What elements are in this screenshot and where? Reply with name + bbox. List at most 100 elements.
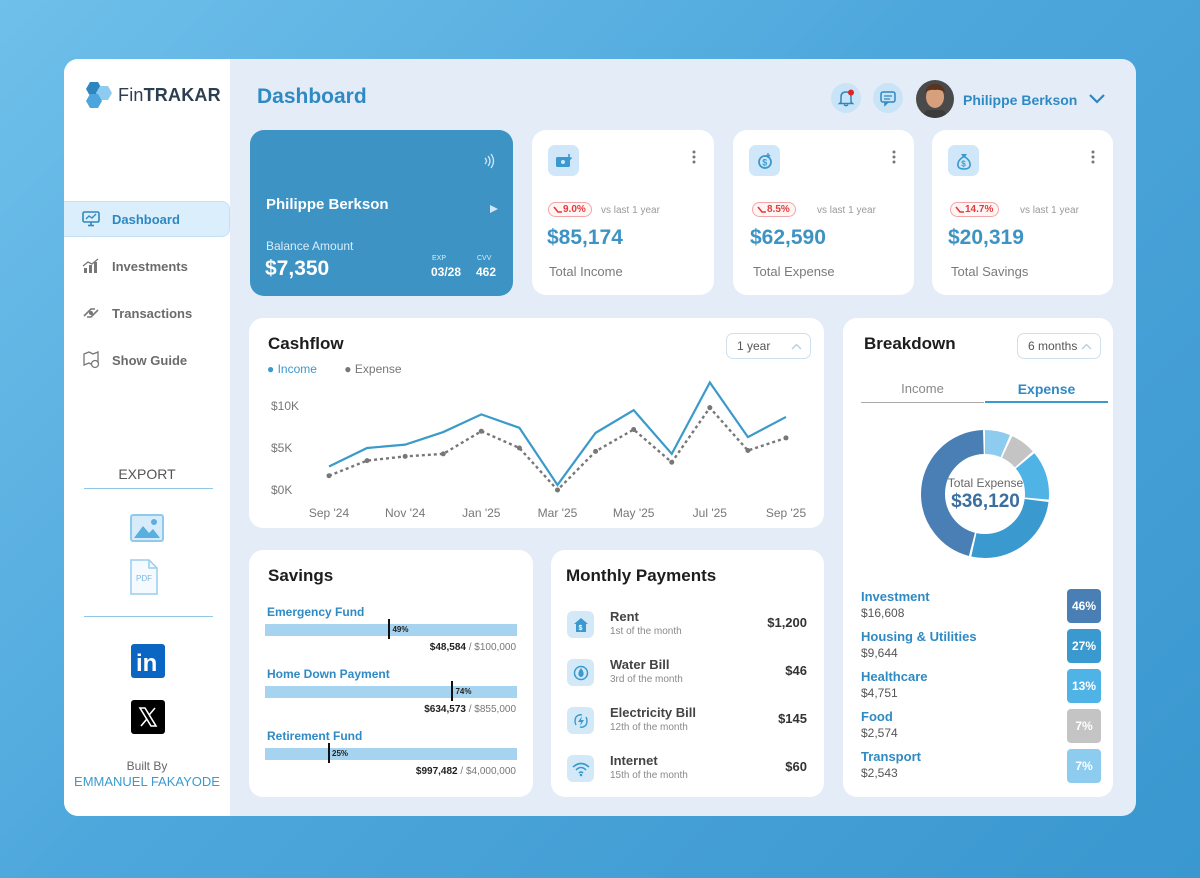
- breakdown-percent-badge: 7%: [1067, 749, 1101, 783]
- sidebar-item-show-guide[interactable]: Show Guide: [64, 342, 230, 378]
- payment-amount: $145: [778, 711, 807, 726]
- payment-name: Electricity Bill: [610, 705, 696, 720]
- breakdown-percent-badge: 7%: [1067, 709, 1101, 743]
- built-by-label: Built By: [126, 759, 168, 773]
- savings-card: Savings Emergency Fund 49% $48,584 / $100,…: [249, 550, 533, 797]
- svg-text:$: $: [578, 625, 582, 632]
- messages-button[interactable]: [873, 83, 903, 113]
- cashflow-card: Cashflow 1 year ● Income ● Expense $10K $…: [249, 318, 824, 528]
- logo-icon: [86, 82, 112, 108]
- stat-icon: $: [948, 145, 979, 176]
- avatar[interactable]: [916, 80, 954, 118]
- export-pdf-button[interactable]: PDF: [128, 559, 160, 600]
- donut-label: Total Expense: [947, 476, 1024, 490]
- monitor-icon: [82, 211, 100, 227]
- breakdown-row[interactable]: Healthcare $4,751 13%: [861, 669, 1101, 703]
- user-name[interactable]: Philippe Berkson: [963, 92, 1078, 108]
- divider: [84, 616, 213, 617]
- built-by-name: EMMANUEL FAKAYODE: [74, 774, 220, 789]
- x-tick-label: May '25: [613, 506, 655, 520]
- more-options-icon[interactable]: [692, 150, 696, 164]
- cashflow-period-select[interactable]: 1 year: [726, 333, 811, 359]
- breakdown-percent-badge: 27%: [1067, 629, 1101, 663]
- vs-label: vs last 1 year: [601, 205, 660, 216]
- breakdown-category: Healthcare: [861, 669, 928, 684]
- wifi-icon: [571, 762, 590, 776]
- monthly-payments-card: Monthly Payments $ Rent 1st of the month…: [551, 550, 824, 797]
- sidebar: FinTRAKAR Dashboard Investments Transact…: [64, 59, 230, 816]
- linkedin-button[interactable]: in: [131, 644, 165, 683]
- data-point: [326, 473, 332, 479]
- breakdown-category: Investment: [861, 589, 930, 604]
- expense-icon: $: [757, 152, 772, 169]
- x-twitter-button[interactable]: [131, 700, 165, 739]
- more-options-icon[interactable]: [1091, 150, 1095, 164]
- breakdown-amount: $2,543: [861, 766, 898, 780]
- sidebar-item-investments[interactable]: Investments: [64, 248, 230, 284]
- export-image-button[interactable]: [130, 514, 164, 547]
- breakdown-row[interactable]: Investment $16,608 46%: [861, 589, 1101, 623]
- breakdown-row[interactable]: Housing & Utilities $9,644 27%: [861, 629, 1101, 663]
- sidebar-item-label: Show Guide: [112, 352, 188, 368]
- data-point: [631, 427, 637, 433]
- progress-percent: 49%: [392, 625, 409, 634]
- savings-progress-bar: 25%: [265, 743, 517, 763]
- payment-name: Internet: [610, 753, 658, 768]
- payment-due: 15th of the month: [610, 770, 688, 781]
- vs-label: vs last 1 year: [817, 205, 876, 216]
- user-avatar-icon: [916, 80, 954, 118]
- sidebar-item-dashboard[interactable]: Dashboard: [64, 201, 230, 237]
- payment-icon-box: $: [567, 611, 594, 638]
- breakdown-row[interactable]: Transport $2,543 7%: [861, 749, 1101, 783]
- donut-slice: [921, 430, 1049, 558]
- income-icon: [555, 153, 572, 167]
- payment-due: 1st of the month: [610, 626, 682, 637]
- money-bag-icon: $: [956, 153, 971, 170]
- balance-label: Balance Amount: [266, 239, 354, 253]
- sidebar-nav: Dashboard Investments Transactions Show …: [64, 201, 230, 389]
- payment-row[interactable]: $ Rent 1st of the month $1,200: [567, 609, 807, 643]
- image-icon: [130, 514, 164, 542]
- breakdown-row[interactable]: Food $2,574 7%: [861, 709, 1101, 743]
- more-options-icon[interactable]: [892, 150, 896, 164]
- balance-card: Philippe Berkson Balance Amount $7,350 E…: [250, 130, 513, 296]
- tab-expense[interactable]: Expense: [985, 381, 1108, 403]
- payment-row[interactable]: Electricity Bill 12th of the month $145: [567, 705, 807, 739]
- progress-marker: [451, 681, 454, 701]
- x-tick-label: Nov '24: [385, 506, 426, 520]
- stat-value: $20,319: [948, 226, 1024, 249]
- electricity-icon: [573, 713, 588, 728]
- breakdown-amount: $9,644: [861, 646, 898, 660]
- chevron-down-icon[interactable]: [1088, 91, 1106, 105]
- balance-amount: $7,350: [265, 257, 330, 280]
- y-tick-label: $0K: [271, 483, 292, 497]
- payment-name: Water Bill: [610, 657, 670, 672]
- breakdown-period-select[interactable]: 6 months: [1017, 333, 1101, 359]
- breakdown-amount: $4,751: [861, 686, 898, 700]
- donut-slice: [921, 430, 1049, 558]
- divider: [84, 488, 213, 489]
- notifications-button[interactable]: [831, 83, 861, 113]
- payment-row[interactable]: Internet 15th of the month $60: [567, 753, 807, 787]
- water-icon: [573, 665, 588, 680]
- exp-value: 03/28: [431, 265, 462, 279]
- logo-text: FinTRAKAR: [118, 84, 221, 105]
- breakdown-category: Transport: [861, 749, 921, 764]
- chart-legend: ● Income ● Expense: [267, 362, 426, 376]
- bar-chart-icon: [82, 258, 99, 273]
- x-icon: [131, 700, 165, 734]
- stat-card-income: 9.0% vs last 1 year $85,174 Total Income: [532, 130, 714, 295]
- stat-card-expense: $ 8.5% vs last 1 year $62,590 Total Expe…: [733, 130, 914, 295]
- sidebar-item-transactions[interactable]: Transactions: [64, 295, 230, 331]
- trend-down-icon: [757, 206, 766, 213]
- card-holder-name: Philippe Berkson: [266, 196, 389, 213]
- tab-income[interactable]: Income: [861, 381, 984, 403]
- period-label: 1 year: [737, 339, 771, 353]
- monthly-payments-title: Monthly Payments: [566, 566, 717, 585]
- svg-text:$: $: [961, 159, 966, 168]
- x-tick-label: Sep '24: [309, 506, 350, 520]
- payment-row[interactable]: Water Bill 3rd of the month $46: [567, 657, 807, 691]
- change-badge: 8.5%: [752, 202, 796, 217]
- progress-marker: [328, 743, 330, 763]
- savings-amount: $997,482 / $4,000,000: [415, 766, 516, 777]
